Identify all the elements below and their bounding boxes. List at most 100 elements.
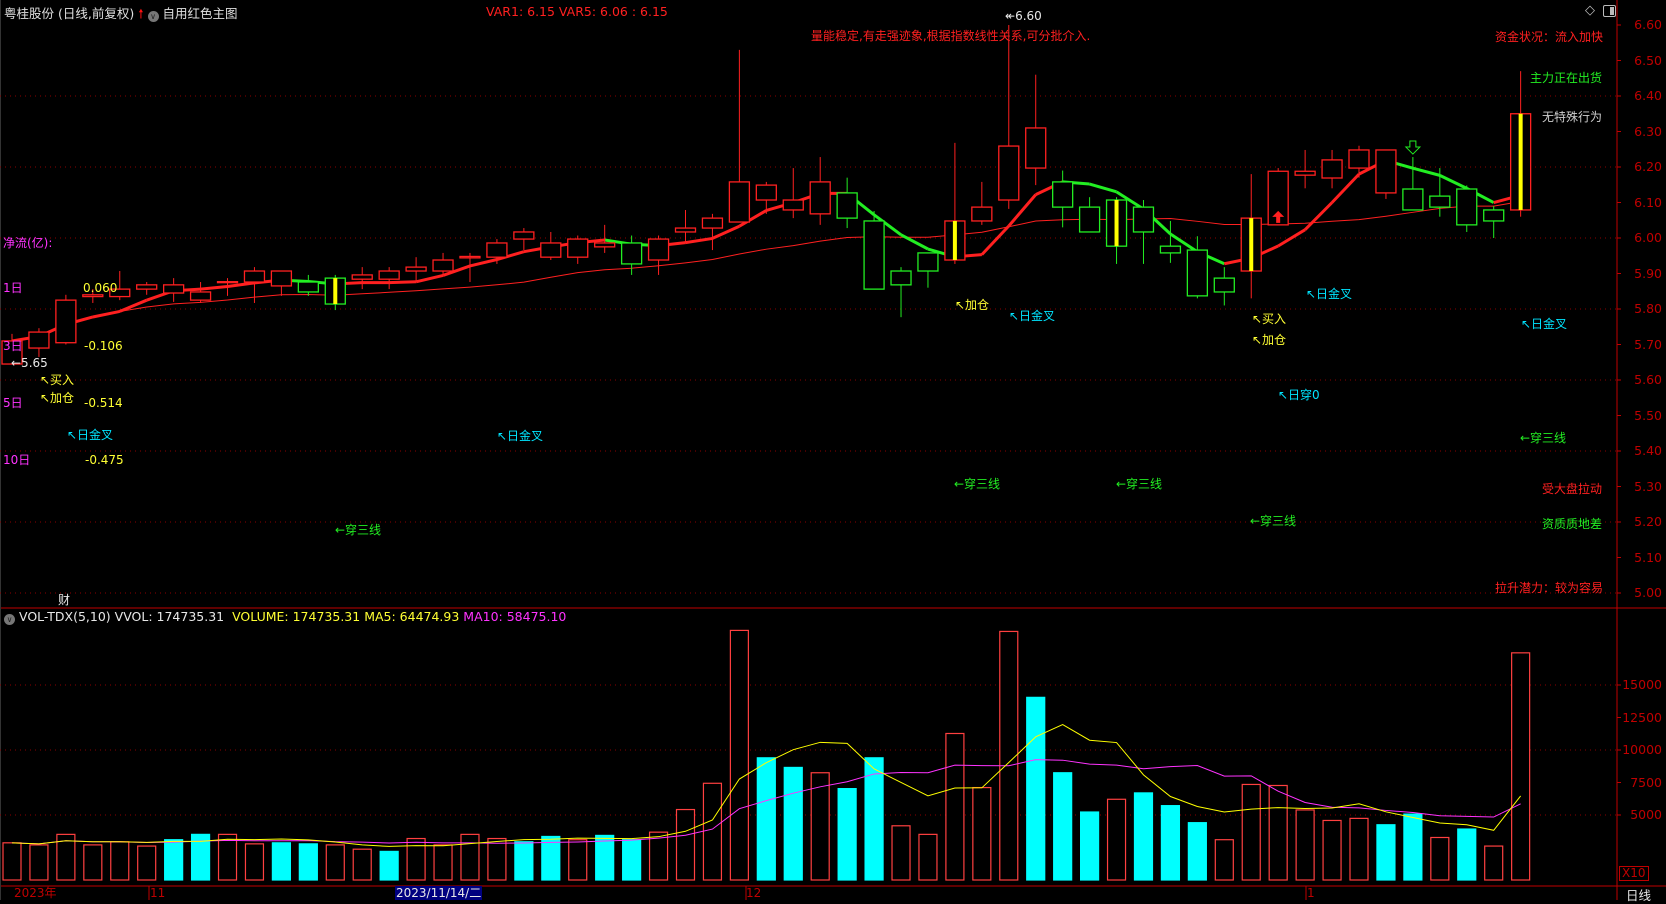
volume-bar <box>783 766 803 881</box>
volume-bar <box>1079 811 1100 881</box>
candle-body <box>1294 170 1316 176</box>
candle-body <box>243 270 266 283</box>
candle-body <box>351 274 373 280</box>
volume-bar <box>1322 819 1342 881</box>
short-ma-segment <box>1304 201 1334 231</box>
candle-body <box>998 145 1020 201</box>
price-tick-label: 6.40 <box>1634 88 1662 103</box>
volume-bar <box>622 839 642 881</box>
candle-body <box>109 288 131 298</box>
candle-body <box>674 227 697 233</box>
main-force-status: 主力正在出货 <box>1530 71 1603 85</box>
market-status: 受大盘拉动 <box>1542 482 1603 496</box>
volume-bar <box>756 757 776 881</box>
price-tick-label: 5.30 <box>1634 478 1662 494</box>
cross-three-lines-signal: ←穿三线 <box>335 523 382 537</box>
net-flow-title: 净流(亿): <box>3 236 53 250</box>
short-ma-segment <box>738 209 768 228</box>
short-ma-segment <box>415 273 444 284</box>
template-dropdown-icon[interactable]: ∨ <box>147 11 159 22</box>
short-ma-segment <box>92 309 121 319</box>
vvol-readout: VVOL: 174735.31 <box>114 609 225 624</box>
cursor-date: 2023/11/14/二 <box>395 886 483 900</box>
short-ma-segment <box>1439 174 1468 190</box>
volume-dropdown-icon[interactable]: ∨ <box>4 614 15 625</box>
stock-title: 粤桂股份 (日线,前复权) <box>4 6 135 21</box>
candle-body <box>809 181 831 215</box>
volume-bar <box>1403 813 1423 881</box>
top-message: 量能稳定,有走强迹象,根据指数线性关系,可分批介入. <box>811 29 1091 43</box>
volume-tick-label: 15000 <box>1622 677 1662 692</box>
buy-signal: ↖买入 <box>40 373 75 387</box>
template-name[interactable]: 自用红色主图 <box>162 6 238 21</box>
flow-label-10d: 10日 <box>3 453 31 467</box>
candle-body <box>297 281 319 293</box>
volume-bar <box>1187 822 1207 881</box>
volume-bar <box>110 841 130 881</box>
volume-bar <box>244 843 265 881</box>
short-ma-segment <box>685 236 713 245</box>
volume-bar <box>541 835 561 881</box>
candle-body <box>1267 170 1289 226</box>
volume-bar <box>1026 696 1046 881</box>
price-tick-label: 5.20 <box>1634 514 1662 529</box>
candle-body <box>863 220 885 290</box>
short-ma-segment <box>496 250 525 261</box>
add-position-signal: ↖加仓 <box>40 391 75 405</box>
candle-body <box>620 242 643 265</box>
flow-value-10d: -0.475 <box>85 453 124 467</box>
candle-body <box>1078 206 1101 233</box>
volume-tick-label: 12500 <box>1622 709 1662 725</box>
volume-bar <box>487 837 507 881</box>
volume-bar <box>352 848 372 881</box>
volume-bar <box>298 843 318 881</box>
potential-status: 拉升潜力：较为容易 <box>1495 581 1604 595</box>
volume-bar <box>406 837 426 881</box>
volume-bar <box>1053 772 1073 881</box>
volume-bar <box>217 833 238 881</box>
candle-body <box>405 266 427 272</box>
candle-body <box>917 252 939 272</box>
cross-zero-signal: ↖日穿0 <box>1278 388 1320 402</box>
signal-bar <box>1518 113 1523 210</box>
volume-header: ∨ VOL-TDX(5,10) VVOL: 174735.31 VOLUME: … <box>4 609 566 625</box>
candle-body <box>890 270 912 286</box>
period-button[interactable]: 日线 <box>1626 888 1652 903</box>
volume-bar <box>729 629 749 881</box>
candle-body <box>1402 188 1424 211</box>
candle-body <box>1186 249 1209 297</box>
up-arrow-icon <box>1272 210 1285 223</box>
flow-value-1d: 0.060 <box>83 281 118 295</box>
behavior-status: 无特殊行为 <box>1542 110 1603 124</box>
ma5-readout: MA5: 64474.93 <box>364 609 460 624</box>
candle-body <box>189 291 212 301</box>
volume-bar <box>648 831 669 881</box>
candle-body <box>1213 277 1235 293</box>
short-ma-segment <box>227 281 255 288</box>
price-tick-label: 5.10 <box>1634 549 1662 565</box>
flow-label-1d: 1日 <box>3 281 23 295</box>
buy-signal: ↖买入 <box>1252 312 1287 326</box>
signal-bar <box>1114 200 1119 247</box>
volume-indicator-name[interactable]: VOL-TDX(5,10) <box>18 609 111 624</box>
volume-bar <box>891 825 911 881</box>
golden-cross-signal: ↖日金叉 <box>1306 287 1353 301</box>
candle-body <box>836 192 858 219</box>
volume-ma10-line <box>11 759 1521 845</box>
candle-body <box>1132 206 1155 233</box>
finance-mark[interactable]: 财 <box>58 593 71 607</box>
candle-body <box>755 184 777 201</box>
candle-body <box>28 331 50 349</box>
price-tick-label: 6.30 <box>1634 123 1662 139</box>
short-ma-segment <box>119 298 148 313</box>
diamond-icon[interactable]: ◇ <box>1585 3 1595 18</box>
cross-three-lines-signal: ←穿三线 <box>1250 514 1297 528</box>
volume-bar <box>1295 809 1315 881</box>
min-price-marker: ←5.65 <box>11 356 48 370</box>
volume-bar <box>595 834 615 881</box>
var-readout: VAR1: 6.15 VAR5: 6.06 : 6.15 <box>486 4 668 19</box>
volume-bar <box>1511 652 1531 881</box>
panel-toggle-icon[interactable] <box>1603 5 1616 17</box>
candle-body <box>513 231 535 240</box>
